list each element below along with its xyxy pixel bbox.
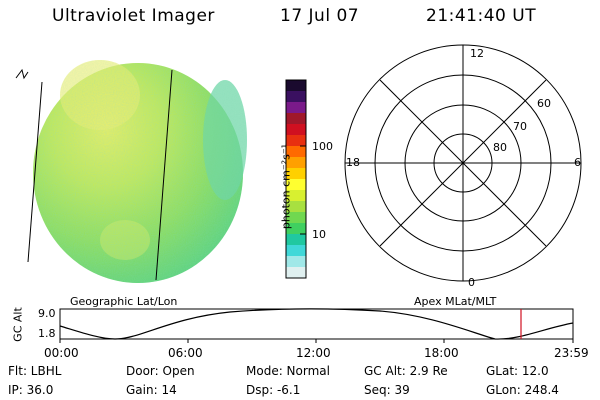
timeline-right-title: Apex MLat/MLT xyxy=(414,295,497,308)
mlt-label-18: 18 xyxy=(346,156,360,169)
colorbar-stripe xyxy=(286,113,306,125)
time-tick-3: 18:00 xyxy=(424,346,459,360)
colorbar-stripe xyxy=(286,124,306,136)
colorbar-stripe xyxy=(286,256,306,268)
timeline-left-title: Geographic Lat/Lon xyxy=(70,295,178,308)
time-tick-0: 00:00 xyxy=(44,346,79,360)
colorbar-stripe xyxy=(286,245,306,257)
colorbar-stripe xyxy=(286,102,306,114)
info-gc-alt: GC Alt: 2.9 Re xyxy=(364,364,448,378)
colorbar-stripe xyxy=(286,168,306,180)
time-label: 21:41:40 UT xyxy=(426,6,537,26)
colorbar-stripe xyxy=(286,157,306,169)
colorbar-stripe xyxy=(286,91,306,103)
app-title: Ultraviolet Imager xyxy=(52,6,215,26)
lat-label-60: 60 xyxy=(537,97,551,110)
edge-marker xyxy=(15,68,29,80)
info-glon: GLon: 248.4 xyxy=(486,383,559,397)
date-label: 17 Jul 07 xyxy=(280,6,360,26)
colorbar-tick-100: 100 xyxy=(312,140,333,153)
colorbar-stripe xyxy=(286,190,306,202)
mlt-label-6: 6 xyxy=(574,156,581,169)
time-tick-2: 12:00 xyxy=(296,346,331,360)
colorbar-gradient xyxy=(286,80,306,279)
colorbar-stripe xyxy=(286,267,306,279)
colorbar-stripe xyxy=(286,179,306,191)
time-tick-4: 23:59 xyxy=(554,346,589,360)
timeline-y-min: 1.8 xyxy=(38,327,56,340)
mlt-label-0: 0 xyxy=(468,276,475,289)
terminator-line-right xyxy=(155,69,173,281)
timeline-y-max: 9.0 xyxy=(38,307,56,320)
colorbar-stripe xyxy=(286,212,306,224)
info-seq: Seq: 39 xyxy=(364,383,410,397)
info-filter: Flt: LBHL xyxy=(8,364,62,378)
lat-label-80: 80 xyxy=(493,141,507,154)
info-glat: GLat: 12.0 xyxy=(486,364,549,378)
colorbar-tick-10: 10 xyxy=(312,228,326,241)
info-door: Door: Open xyxy=(126,364,195,378)
colorbar-stripe xyxy=(286,223,306,235)
lat-label-70: 70 xyxy=(513,120,527,133)
colorbar-stripe xyxy=(286,80,306,92)
info-mode: Mode: Normal xyxy=(246,364,330,378)
terminator-line-left xyxy=(27,81,43,263)
colorbar-stripe xyxy=(286,234,306,246)
altitude-curve xyxy=(59,308,574,340)
mlt-label-12: 12 xyxy=(470,47,484,60)
info-dsp: Dsp: -6.1 xyxy=(246,383,301,397)
colorbar-stripe xyxy=(286,146,306,158)
info-gain: Gain: 14 xyxy=(126,383,177,397)
time-tick-1: 06:00 xyxy=(168,346,203,360)
colorbar-stripe xyxy=(286,201,306,213)
colorbar-stripe xyxy=(286,135,306,147)
info-ip: IP: 36.0 xyxy=(8,383,54,397)
